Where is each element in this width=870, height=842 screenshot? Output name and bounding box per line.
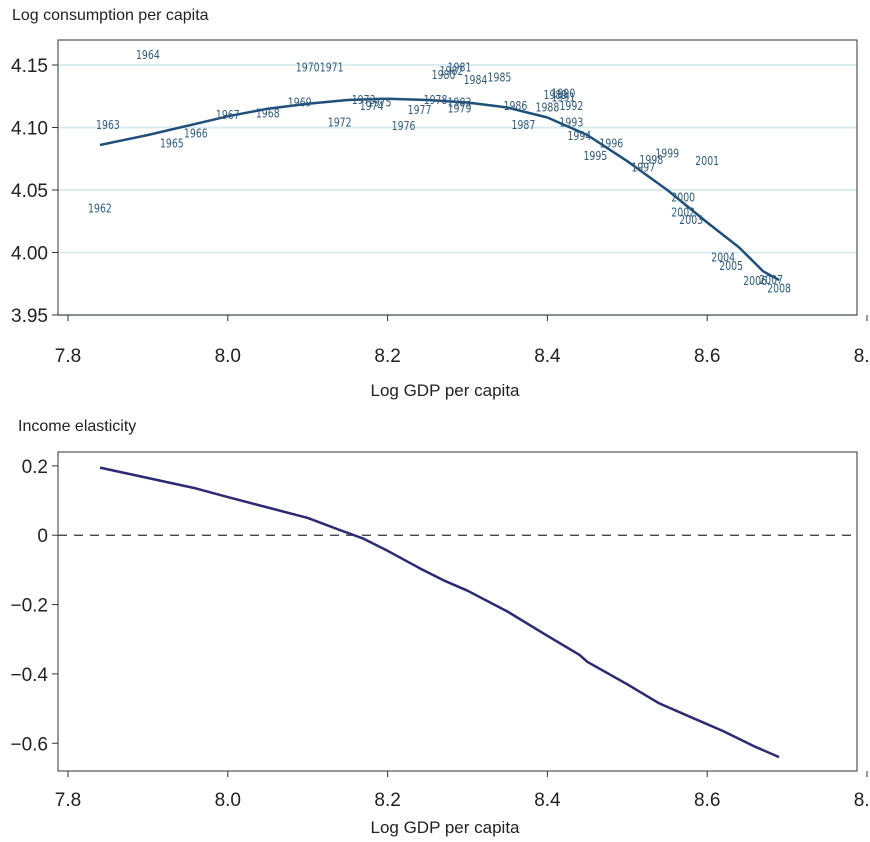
year-label-1993: 1993: [559, 115, 583, 129]
top-fit-line-group: [99, 97, 780, 282]
bottom-x-tick-label: 7.8: [55, 790, 81, 811]
elasticity-line: [99, 466, 780, 759]
year-label-2000: 2000: [671, 190, 695, 204]
year-label-1969: 1969: [288, 95, 312, 109]
year-label-1962: 1962: [88, 202, 112, 216]
year-label-1995: 1995: [583, 149, 607, 163]
top-y-tick-label: 4.15: [11, 56, 48, 77]
year-label-2007: 2007: [759, 273, 783, 287]
top-x-axis-title: Log GDP per capita: [371, 381, 521, 400]
bottom-x-tick-label: 8.6: [694, 790, 720, 811]
bottom-x-tick-label: 8.4: [534, 790, 561, 811]
year-label-2001: 2001: [695, 154, 719, 168]
year-label-1964: 1964: [136, 48, 160, 62]
bottom-plot-frame: [57, 451, 858, 772]
year-label-1965: 1965: [160, 137, 184, 151]
year-label-1983: 1983: [448, 95, 472, 109]
year-label-1972: 1972: [328, 115, 352, 129]
year-label-1968: 1968: [256, 107, 280, 121]
year-label-2002: 2002: [671, 205, 695, 219]
year-label-2008: 2008: [767, 282, 791, 296]
bottom-x-tick-label: 8.2: [374, 790, 400, 811]
bottom-y-tick-label: −0.4: [10, 665, 48, 686]
year-label-2005: 2005: [719, 259, 743, 273]
year-label-1999: 1999: [655, 147, 679, 161]
year-label-1998: 1998: [639, 153, 663, 167]
bottom-elasticity-group: [58, 466, 857, 759]
year-label-1977: 1977: [408, 103, 432, 117]
year-label-1967: 1967: [216, 108, 240, 122]
year-label-1970: 1970: [296, 60, 320, 74]
year-label-1979: 1979: [448, 102, 472, 116]
year-label-1992: 1992: [559, 99, 583, 113]
bottom-y-tick-label: 0.2: [22, 457, 48, 478]
top-x-tick-label: 8.4: [534, 346, 561, 367]
year-label-1973: 1973: [352, 93, 376, 107]
top-x-tick-label: 8.2: [374, 346, 400, 367]
top-plot-frame: [57, 39, 858, 316]
year-label-1991: 1991: [551, 90, 575, 104]
top-panel: Log consumption per capita 3.95 4.00 4.05 4…: [11, 7, 870, 400]
bottom-x-tick-label: 8.8: [854, 790, 870, 811]
top-y-tick-label: 4.00: [11, 244, 48, 265]
year-label-1987: 1987: [512, 118, 536, 132]
year-label-1997: 1997: [631, 160, 655, 174]
year-label-1976: 1976: [392, 119, 416, 133]
year-label-2004: 2004: [711, 250, 735, 264]
year-label-1982: 1982: [440, 64, 464, 78]
top-y-tick-label: 4.05: [11, 181, 48, 202]
top-fit-line: [99, 97, 780, 282]
year-label-1996: 1996: [599, 137, 623, 151]
year-label-1978: 1978: [424, 93, 448, 107]
year-label-2003: 2003: [679, 213, 703, 227]
year-label-1985: 1985: [488, 70, 512, 84]
bottom-y-axis-title: Income elasticity: [18, 418, 136, 435]
year-label-1981: 1981: [448, 60, 472, 74]
bottom-y-tick-label: −0.6: [10, 734, 48, 755]
year-label-1984: 1984: [464, 73, 488, 87]
year-label-1963: 1963: [96, 118, 120, 132]
year-label-1974: 1974: [360, 99, 384, 113]
year-label-1986: 1986: [504, 99, 528, 113]
bottom-panel: Income elasticity 0.2 0 −0.2 −0.4 −0.6 7.8 8.0…: [10, 418, 870, 837]
year-label-1980: 1980: [432, 68, 456, 82]
year-label-1988: 1988: [536, 100, 560, 114]
bottom-x-tick-label: 8.0: [215, 790, 241, 811]
year-label-1975: 1975: [368, 95, 392, 109]
bottom-axis-ticks: 0.2 0 −0.2 −0.4 −0.6 7.8 8.0 8.2 8.4 8.6 8.8: [10, 457, 870, 811]
year-label-2006: 2006: [743, 274, 767, 288]
year-label-1994: 1994: [567, 129, 591, 143]
year-label-1966: 1966: [184, 127, 208, 141]
top-axis-ticks: 3.95 4.00 4.05 4.10 4.15 7.8 8.0 8.2 8.4 8.6 8.8: [11, 56, 870, 367]
top-x-tick-label: 7.8: [55, 346, 81, 367]
top-y-tick-label: 4.10: [11, 119, 48, 140]
top-y-axis-title: Log consumption per capita: [12, 7, 209, 24]
bottom-y-tick-label: −0.2: [10, 596, 48, 617]
top-y-tick-label: 3.95: [11, 306, 48, 327]
bottom-x-axis-title: Log GDP per capita: [371, 818, 521, 837]
year-label-1971: 1971: [320, 60, 344, 74]
year-label-1990: 1990: [551, 87, 575, 101]
top-x-tick-label: 8.8: [854, 346, 870, 367]
top-x-tick-label: 8.0: [215, 346, 241, 367]
bottom-y-tick-label: 0: [37, 526, 48, 547]
year-label-1989: 1989: [543, 88, 567, 102]
top-x-tick-label: 8.6: [694, 346, 720, 367]
